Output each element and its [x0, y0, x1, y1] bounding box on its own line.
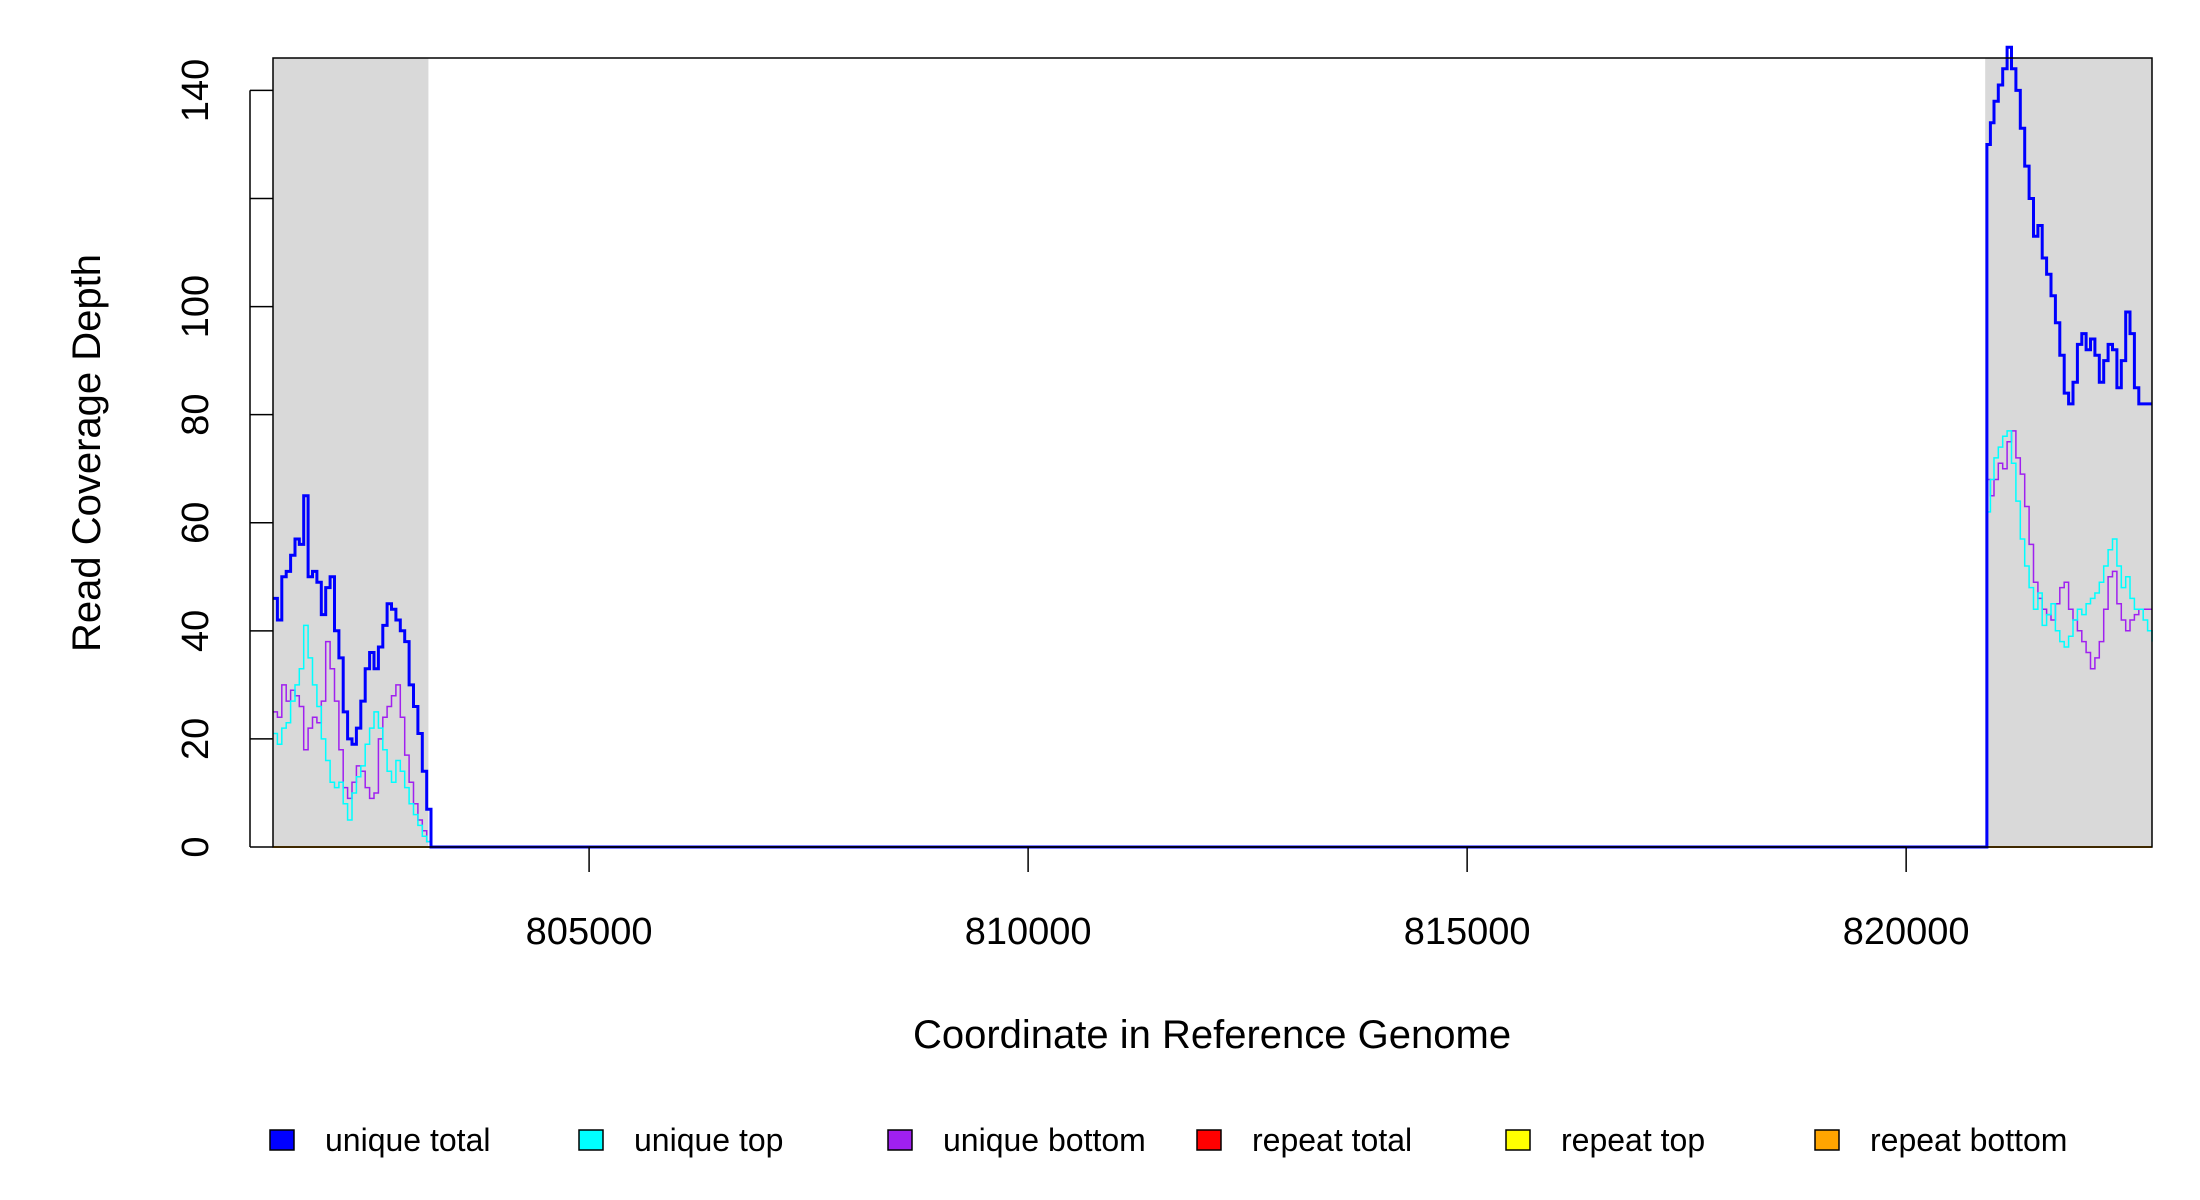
shaded-region-1: [273, 58, 429, 847]
series-line-unique-top: [273, 430, 2153, 848]
series-line-unique-total: [273, 45, 2152, 849]
legend-swatch: [269, 1129, 295, 1151]
legend-label: unique top: [634, 1122, 783, 1158]
series-layer: [273, 45, 2153, 849]
legend-label: unique bottom: [943, 1122, 1146, 1158]
legend-swatch: [887, 1129, 913, 1151]
y-tick-label: 100: [175, 275, 217, 338]
x-tick-label: 815000: [1404, 911, 1531, 953]
legend-swatch: [578, 1129, 604, 1151]
y-axis-label: Read Coverage Depth: [65, 254, 109, 652]
legend-label: unique total: [325, 1122, 490, 1158]
y-tick-label: 0: [175, 836, 217, 857]
legend-label: repeat top: [1561, 1122, 1705, 1158]
x-tick-label: 810000: [965, 911, 1092, 953]
plot-frame: [272, 57, 2153, 848]
y-tick-label: 60: [175, 502, 217, 544]
series-line-unique-bottom: [273, 430, 2152, 848]
x-tick-label: 820000: [1843, 911, 1970, 953]
x-axis: 805000 810000 815000 820000: [526, 846, 1970, 953]
y-axis: 0 20 40 60 80 100 140: [175, 59, 273, 858]
legend-swatch: [1196, 1129, 1222, 1151]
x-tick-label: 805000: [526, 911, 653, 953]
y-tick-label: 20: [175, 718, 217, 760]
y-tick-label: 140: [175, 59, 217, 122]
x-axis-label: Coordinate in Reference Genome: [913, 1013, 1511, 1057]
legend-label: repeat total: [1252, 1122, 1412, 1158]
legend-label: repeat bottom: [1870, 1122, 2067, 1158]
y-tick-label: 80: [175, 394, 217, 436]
shaded-regions: [273, 58, 2152, 847]
legend-swatch: [1814, 1129, 1840, 1151]
y-tick-label: 40: [175, 610, 217, 652]
legend-swatch: [1505, 1129, 1531, 1151]
shaded-region-2: [1985, 58, 2152, 847]
legend: unique total unique top unique bottom repea…: [269, 1122, 2067, 1158]
